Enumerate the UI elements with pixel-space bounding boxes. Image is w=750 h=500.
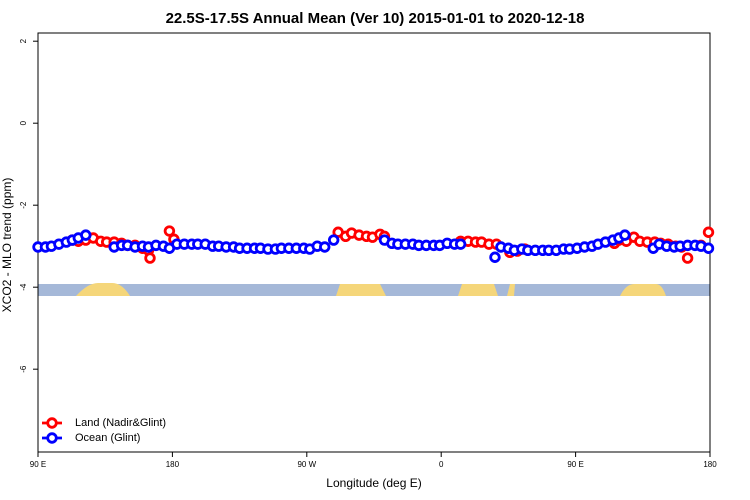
chart-title: 22.5S-17.5S Annual Mean (Ver 10) 2015-01… (166, 10, 585, 27)
y-tick-label: 2 (19, 38, 28, 43)
y-axis-label: XCO2 - MLO trend (ppm) (0, 178, 14, 313)
data-point (489, 251, 501, 263)
data-point (454, 238, 467, 250)
land-patch (336, 284, 386, 296)
data-point (681, 252, 694, 264)
y-tick-label: -6 (19, 365, 28, 373)
x-tick-label: 180 (703, 460, 717, 469)
data-point (163, 225, 176, 237)
data-point (702, 242, 715, 254)
land-patch (507, 284, 515, 296)
y-tick-label: -2 (19, 201, 28, 209)
data-point (619, 229, 631, 241)
surface-band (38, 283, 710, 296)
legend-label: Ocean (Glint) (75, 432, 140, 444)
data-point (702, 226, 715, 238)
legend-label: Land (Nadir&Glint) (75, 417, 166, 429)
land-patch (458, 284, 498, 296)
land-patch (620, 284, 666, 296)
data-point (80, 229, 92, 241)
legend-marker (46, 417, 58, 429)
data-point (319, 241, 331, 253)
x-tick-label: 90 W (297, 460, 316, 469)
data-point (327, 234, 340, 246)
x-tick-label: 90 E (30, 460, 46, 469)
x-tick-label: 90 E (567, 460, 583, 469)
x-tick-label: 180 (166, 460, 180, 469)
y-tick-label: -4 (19, 283, 28, 291)
land-patch (76, 283, 130, 296)
legend-marker (46, 432, 58, 444)
data-point (144, 252, 156, 264)
x-axis-label: Longitude (deg E) (326, 476, 421, 490)
y-tick-label: 0 (19, 120, 28, 125)
x-tick-label: 0 (439, 460, 444, 469)
